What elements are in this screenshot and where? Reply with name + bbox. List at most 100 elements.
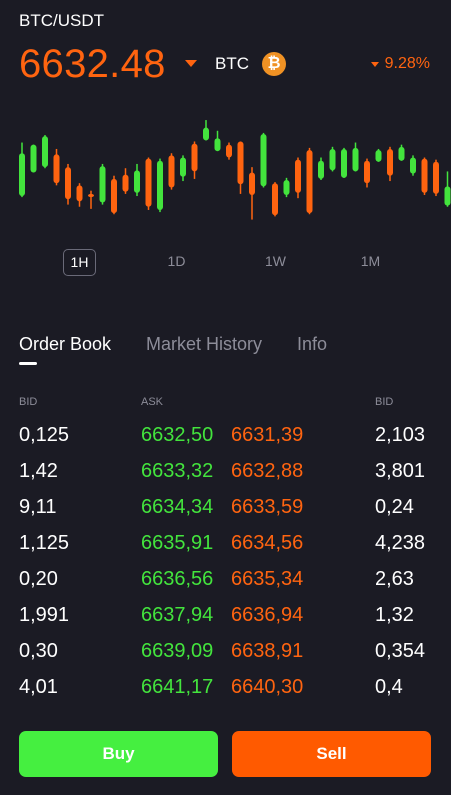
bid-amount-right: 0,4: [375, 676, 403, 698]
ask-price: 6636,56: [141, 568, 214, 590]
candle: [111, 175, 117, 215]
candle: [157, 158, 163, 213]
candle-body: [134, 170, 140, 193]
bid-amount: 4,01: [19, 676, 58, 698]
candle-body: [318, 160, 324, 179]
pair-title: BTC/USDT: [19, 11, 104, 30]
tab-market-history[interactable]: Market History: [146, 334, 263, 354]
candle: [364, 158, 370, 188]
candle-body: [410, 157, 416, 174]
candle-body: [19, 153, 25, 197]
candle-body: [398, 146, 405, 161]
timeframe-1w[interactable]: 1W: [265, 253, 286, 269]
tab-order-book[interactable]: Order Book: [19, 334, 111, 365]
candle: [352, 142, 359, 172]
candle-body: [30, 144, 37, 173]
bid-amount: 1,42: [19, 460, 58, 482]
ask-price: 6632,50: [141, 424, 214, 446]
ask-price: 6641,17: [141, 676, 214, 698]
timeframe-1h[interactable]: 1H: [63, 249, 96, 276]
bid-price: 6632,88: [231, 460, 304, 482]
candle-body: [203, 127, 209, 141]
candle-body: [341, 148, 347, 178]
candle: [329, 146, 336, 172]
candle: [180, 155, 186, 182]
timeframe-1m[interactable]: 1M: [360, 253, 381, 269]
bid-amount-right: 2,63: [375, 568, 414, 590]
order-row[interactable]: 0,20 6636,56 6635,34 2,63: [0, 564, 451, 600]
ask-price: 6639,09: [141, 640, 214, 662]
order-row[interactable]: 4,01 6641,17 6640,30 0,4: [0, 672, 451, 708]
candle: [214, 130, 221, 152]
ask-price: 6635,91: [141, 532, 214, 554]
bid-price: 6640,30: [231, 676, 304, 698]
buy-button[interactable]: Buy: [19, 731, 218, 777]
candle-body: [214, 138, 221, 152]
candle-body: [88, 193, 94, 198]
candle: [203, 120, 209, 141]
price-change-value: 9.28%: [384, 55, 430, 72]
timeframe-1d[interactable]: 1D: [167, 253, 186, 269]
bid-amount: 9,11: [19, 496, 57, 518]
pair-dropdown-caret-icon[interactable]: [185, 60, 197, 67]
candle: [88, 190, 94, 209]
order-row[interactable]: 1,125 6635,91 6634,56 4,238: [0, 528, 451, 564]
candle: [19, 142, 25, 198]
candle: [295, 157, 301, 199]
bid-price: 6634,56: [231, 532, 304, 554]
bid-amount: 1,991: [19, 604, 70, 626]
active-tab-indicator: [19, 362, 37, 365]
order-row[interactable]: 9,11 6634,34 6633,59 0,24: [0, 492, 451, 528]
candle: [226, 142, 232, 160]
candle-body: [421, 158, 428, 193]
order-row[interactable]: 1,991 6637,94 6636,94 1,32: [0, 600, 451, 636]
order-row[interactable]: 0,30 6639,09 6638,91 0,354: [0, 636, 451, 672]
bid-amount: 0,20: [19, 568, 58, 590]
coin-label: BTC: [215, 54, 249, 73]
candle: [42, 135, 48, 169]
candle: [122, 168, 129, 194]
bid-price: 6638,91: [231, 640, 304, 662]
candle: [272, 182, 278, 217]
candle: [76, 183, 83, 207]
candle: [341, 147, 347, 178]
bid-amount-right: 3,801: [375, 460, 426, 482]
candle: [433, 159, 439, 197]
candle: [99, 163, 106, 205]
candle: [421, 157, 428, 195]
column-header-bid-right: BID: [375, 396, 394, 408]
column-header-ask: ASK: [141, 396, 164, 408]
ask-price: 6633,32: [141, 460, 214, 482]
candle: [306, 147, 313, 215]
candle-body: [145, 158, 152, 207]
candle-body: [226, 144, 232, 158]
candle: [191, 141, 198, 179]
sell-button[interactable]: Sell: [232, 731, 431, 777]
tab-info[interactable]: Info: [297, 334, 328, 354]
candle: [375, 148, 382, 162]
order-row[interactable]: 1,42 6633,32 6632,88 3,801: [0, 456, 451, 492]
candle-body: [99, 166, 106, 203]
candle-body: [387, 148, 393, 176]
bid-amount-right: 4,238: [375, 532, 426, 554]
price-change: 9.28%: [370, 55, 430, 73]
bid-amount: 0,30: [19, 640, 58, 662]
candle: [145, 157, 152, 210]
bid-amount: 0,125: [19, 424, 70, 446]
candle-body: [272, 183, 278, 216]
bid-amount-right: 2,103: [375, 424, 426, 446]
candle-body: [283, 179, 290, 195]
current-price: 6632.48: [19, 42, 166, 86]
candle: [237, 141, 244, 194]
candle-body: [168, 155, 175, 188]
order-row[interactable]: 0,125 6632,50 6631,39 2,103: [0, 420, 451, 456]
candle-body: [433, 161, 439, 194]
candlestick-chart: [19, 120, 451, 220]
candle: [30, 144, 37, 173]
candle: [168, 153, 175, 190]
column-header-bid: BID: [19, 396, 38, 408]
bid-price: 6636,94: [231, 604, 304, 626]
candle-body: [375, 150, 382, 162]
candle-body: [122, 174, 129, 192]
bid-price: 6631,39: [231, 424, 304, 446]
